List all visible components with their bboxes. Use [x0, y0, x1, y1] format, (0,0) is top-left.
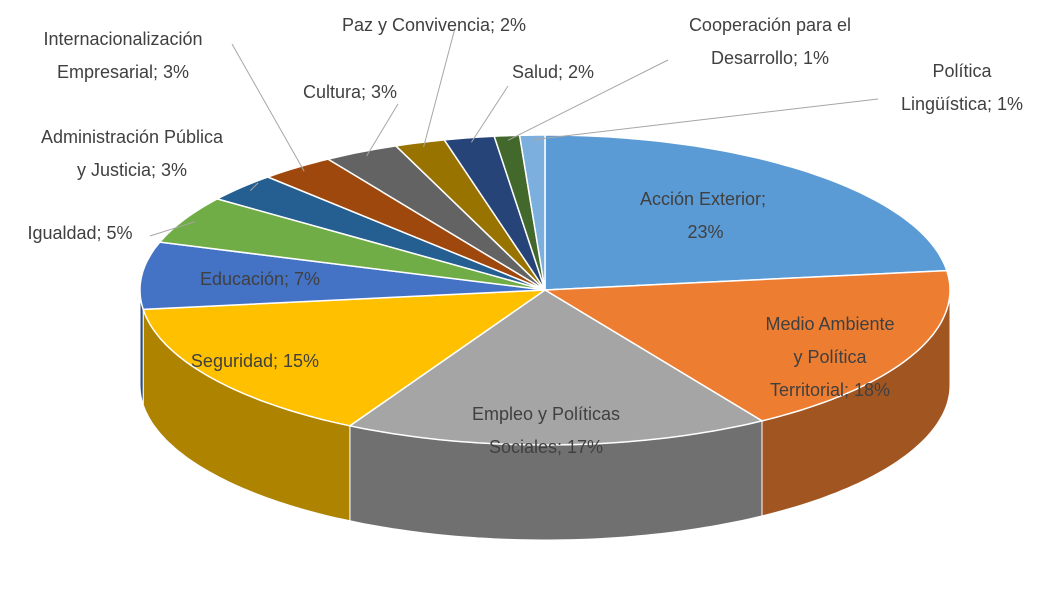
data-label: Cooperación para el Desarrollo; 1%: [688, 9, 853, 75]
data-label: Educación; 7%: [200, 263, 320, 296]
slice: [265, 158, 546, 291]
data-label: Política Lingüística; 1%: [892, 55, 1032, 121]
value-label: 5%: [106, 223, 133, 243]
slice: [542, 269, 951, 422]
leader-line: [507, 59, 669, 141]
category-label: Acción Exterior;: [639, 189, 767, 209]
leader-line: [366, 103, 399, 157]
slice: [158, 198, 546, 291]
category-label: Paz y Convivencia;: [341, 15, 496, 35]
data-label: Paz y Convivencia; 2%: [342, 9, 526, 42]
value-label: 3%: [161, 160, 188, 180]
slice: [544, 134, 948, 291]
category-label: Empleo y Políticas Sociales;: [471, 404, 621, 457]
value-label: 18%: [854, 380, 891, 400]
value-label: 1%: [803, 48, 830, 68]
leader-line: [532, 98, 879, 141]
data-label: Cultura; 3%: [303, 76, 397, 109]
slice: [394, 139, 546, 291]
data-label: Igualdad; 5%: [27, 217, 132, 250]
category-label: Cooperación para el Desarrollo;: [688, 15, 852, 68]
value-label: 3%: [371, 82, 398, 102]
leader-line: [423, 27, 456, 148]
slice: [518, 134, 546, 291]
slice: [326, 145, 546, 291]
category-label: Administración Pública y Justicia;: [40, 127, 224, 180]
category-label: Educación;: [199, 269, 290, 289]
value-label: 17%: [567, 437, 604, 457]
data-label: Seguridad; 15%: [191, 345, 319, 378]
data-label: Acción Exterior; 23%: [623, 183, 783, 249]
category-label: Salud;: [511, 62, 563, 82]
leader-line: [231, 43, 305, 172]
leader-line: [249, 182, 259, 191]
data-label: Medio Ambiente y Política Territorial; 18…: [760, 308, 900, 407]
value-label: 7%: [294, 269, 321, 289]
category-label: Seguridad;: [190, 351, 279, 371]
value-label: 3%: [163, 62, 190, 82]
value-label: 15%: [283, 351, 320, 371]
category-label: Internacionalización Empresarial;: [43, 29, 203, 82]
value-label: 23%: [687, 222, 724, 242]
leader-line: [470, 85, 509, 143]
value-label: 1%: [997, 94, 1024, 114]
slice: [142, 289, 548, 427]
value-label: 2%: [568, 62, 595, 82]
leader-line: [149, 221, 196, 237]
data-label: Internacionalización Empresarial; 3%: [33, 23, 213, 89]
data-label: Salud; 2%: [512, 56, 594, 89]
value-label: 2%: [500, 15, 527, 35]
slice: [139, 241, 546, 311]
category-label: Cultura;: [302, 82, 366, 102]
slice: [442, 135, 546, 291]
category-label: Medio Ambiente y Política Territorial;: [765, 314, 895, 400]
slice: [215, 176, 546, 291]
category-label: Política Lingüística;: [900, 61, 992, 114]
category-label: Igualdad;: [27, 223, 102, 243]
slice: [348, 289, 764, 446]
data-label: Empleo y Políticas Sociales; 17%: [459, 398, 634, 464]
data-label: Administración Pública y Justicia; 3%: [34, 121, 230, 187]
